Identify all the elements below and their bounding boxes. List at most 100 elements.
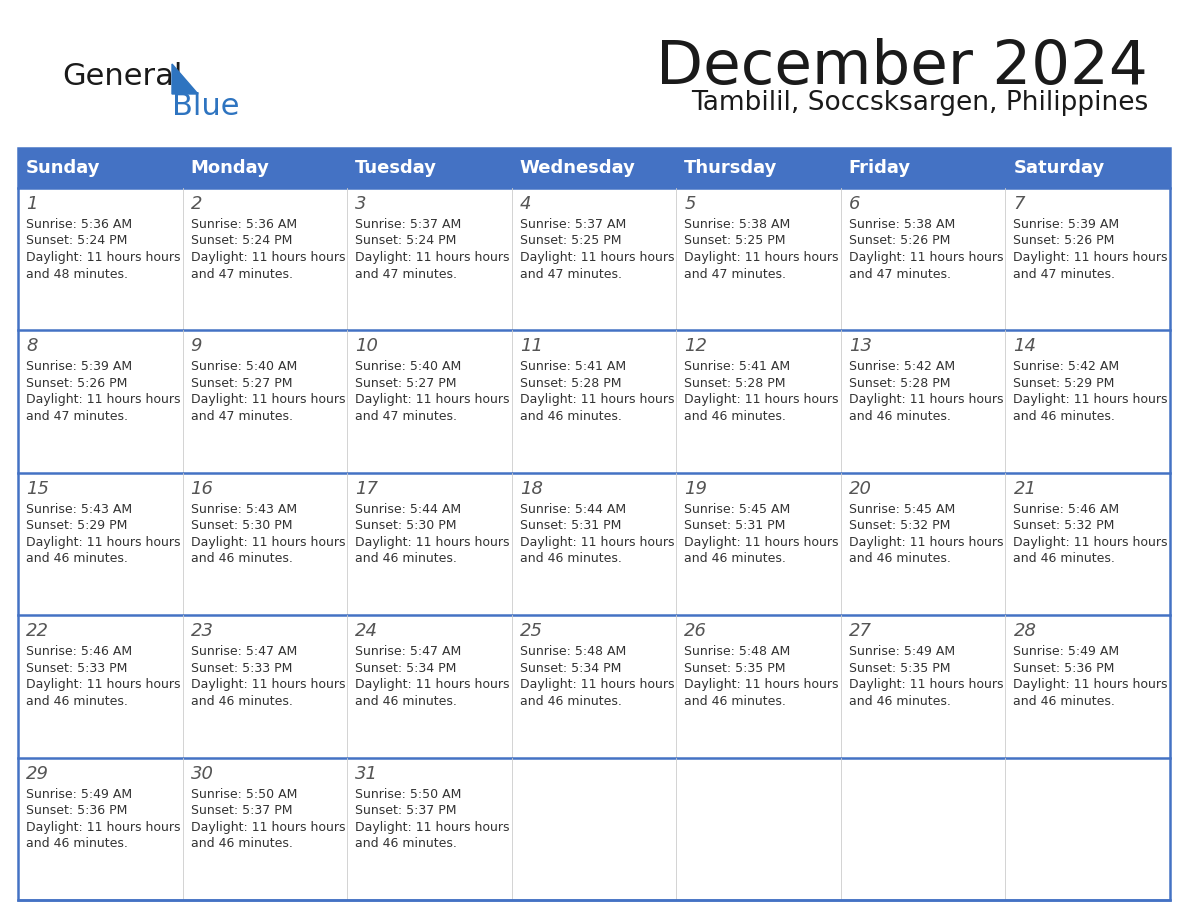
- Text: Sunrise: 5:50 AM: Sunrise: 5:50 AM: [355, 788, 461, 800]
- Text: and 47 minutes.: and 47 minutes.: [190, 410, 292, 423]
- Text: Sunrise: 5:36 AM: Sunrise: 5:36 AM: [26, 218, 132, 231]
- Text: and 46 minutes.: and 46 minutes.: [849, 410, 950, 423]
- Text: Sunset: 5:24 PM: Sunset: 5:24 PM: [26, 234, 127, 248]
- Text: Daylight: 11 hours hours: Daylight: 11 hours hours: [355, 251, 510, 264]
- Text: 8: 8: [26, 338, 38, 355]
- Text: Sunrise: 5:47 AM: Sunrise: 5:47 AM: [355, 645, 461, 658]
- Text: and 47 minutes.: and 47 minutes.: [684, 267, 786, 281]
- Text: 1: 1: [26, 195, 38, 213]
- Text: Sunset: 5:24 PM: Sunset: 5:24 PM: [355, 234, 456, 248]
- Text: Sunset: 5:27 PM: Sunset: 5:27 PM: [190, 377, 292, 390]
- Text: Sunrise: 5:44 AM: Sunrise: 5:44 AM: [355, 503, 461, 516]
- Text: 6: 6: [849, 195, 860, 213]
- Text: Daylight: 11 hours hours: Daylight: 11 hours hours: [190, 536, 345, 549]
- Text: Daylight: 11 hours hours: Daylight: 11 hours hours: [684, 536, 839, 549]
- Text: and 46 minutes.: and 46 minutes.: [355, 837, 457, 850]
- Text: and 48 minutes.: and 48 minutes.: [26, 267, 128, 281]
- Text: Sunset: 5:35 PM: Sunset: 5:35 PM: [684, 662, 785, 675]
- Text: Sunrise: 5:41 AM: Sunrise: 5:41 AM: [519, 361, 626, 374]
- Text: Sunrise: 5:44 AM: Sunrise: 5:44 AM: [519, 503, 626, 516]
- Text: Sunrise: 5:36 AM: Sunrise: 5:36 AM: [190, 218, 297, 231]
- Bar: [18, 473, 1170, 615]
- Text: 7: 7: [1013, 195, 1025, 213]
- Text: Sunrise: 5:46 AM: Sunrise: 5:46 AM: [26, 645, 132, 658]
- Text: Sunrise: 5:39 AM: Sunrise: 5:39 AM: [1013, 218, 1119, 231]
- Text: Tuesday: Tuesday: [355, 159, 437, 177]
- Text: Sunset: 5:28 PM: Sunset: 5:28 PM: [519, 377, 621, 390]
- Text: Sunset: 5:31 PM: Sunset: 5:31 PM: [519, 520, 621, 532]
- Text: Sunrise: 5:45 AM: Sunrise: 5:45 AM: [684, 503, 790, 516]
- Polygon shape: [172, 64, 198, 94]
- Text: Thursday: Thursday: [684, 159, 778, 177]
- Text: 26: 26: [684, 622, 707, 640]
- Text: Daylight: 11 hours hours: Daylight: 11 hours hours: [26, 678, 181, 691]
- Text: Sunset: 5:24 PM: Sunset: 5:24 PM: [190, 234, 292, 248]
- Text: Daylight: 11 hours hours: Daylight: 11 hours hours: [355, 536, 510, 549]
- Text: and 47 minutes.: and 47 minutes.: [355, 267, 457, 281]
- Text: Sunset: 5:36 PM: Sunset: 5:36 PM: [26, 804, 127, 817]
- Text: Sunset: 5:32 PM: Sunset: 5:32 PM: [849, 520, 950, 532]
- Text: Sunrise: 5:38 AM: Sunrise: 5:38 AM: [684, 218, 790, 231]
- Text: and 46 minutes.: and 46 minutes.: [190, 553, 292, 565]
- Text: Sunset: 5:25 PM: Sunset: 5:25 PM: [519, 234, 621, 248]
- Text: Sunset: 5:30 PM: Sunset: 5:30 PM: [355, 520, 456, 532]
- Text: General: General: [62, 62, 183, 91]
- Text: December 2024: December 2024: [656, 38, 1148, 97]
- Text: Sunset: 5:29 PM: Sunset: 5:29 PM: [26, 520, 127, 532]
- Text: and 46 minutes.: and 46 minutes.: [26, 837, 128, 850]
- Text: Daylight: 11 hours hours: Daylight: 11 hours hours: [26, 251, 181, 264]
- Text: Sunrise: 5:42 AM: Sunrise: 5:42 AM: [1013, 361, 1119, 374]
- Text: 2: 2: [190, 195, 202, 213]
- Text: Sunrise: 5:40 AM: Sunrise: 5:40 AM: [355, 361, 461, 374]
- Text: and 46 minutes.: and 46 minutes.: [190, 837, 292, 850]
- Text: 25: 25: [519, 622, 543, 640]
- Text: and 46 minutes.: and 46 minutes.: [519, 410, 621, 423]
- Bar: [18, 148, 1170, 900]
- Text: and 46 minutes.: and 46 minutes.: [190, 695, 292, 708]
- Text: Sunset: 5:26 PM: Sunset: 5:26 PM: [1013, 234, 1114, 248]
- Text: Sunset: 5:34 PM: Sunset: 5:34 PM: [355, 662, 456, 675]
- Text: 22: 22: [26, 622, 49, 640]
- Text: and 46 minutes.: and 46 minutes.: [355, 553, 457, 565]
- Text: and 46 minutes.: and 46 minutes.: [1013, 553, 1116, 565]
- Text: 23: 23: [190, 622, 214, 640]
- Text: Daylight: 11 hours hours: Daylight: 11 hours hours: [26, 821, 181, 834]
- Text: and 46 minutes.: and 46 minutes.: [519, 695, 621, 708]
- Text: Sunrise: 5:49 AM: Sunrise: 5:49 AM: [1013, 645, 1119, 658]
- Text: Monday: Monday: [190, 159, 270, 177]
- Text: 31: 31: [355, 765, 378, 783]
- Text: 16: 16: [190, 480, 214, 498]
- Text: Sunrise: 5:37 AM: Sunrise: 5:37 AM: [519, 218, 626, 231]
- Text: Daylight: 11 hours hours: Daylight: 11 hours hours: [519, 536, 675, 549]
- Text: 3: 3: [355, 195, 367, 213]
- Text: 24: 24: [355, 622, 378, 640]
- Text: Sunrise: 5:49 AM: Sunrise: 5:49 AM: [26, 788, 132, 800]
- Text: Sunset: 5:28 PM: Sunset: 5:28 PM: [849, 377, 950, 390]
- Text: 20: 20: [849, 480, 872, 498]
- Text: Sunset: 5:30 PM: Sunset: 5:30 PM: [190, 520, 292, 532]
- Text: Sunset: 5:35 PM: Sunset: 5:35 PM: [849, 662, 950, 675]
- Text: 11: 11: [519, 338, 543, 355]
- Text: Sunrise: 5:39 AM: Sunrise: 5:39 AM: [26, 361, 132, 374]
- Text: Daylight: 11 hours hours: Daylight: 11 hours hours: [849, 678, 1004, 691]
- Text: Daylight: 11 hours hours: Daylight: 11 hours hours: [849, 394, 1004, 407]
- Text: Sunset: 5:37 PM: Sunset: 5:37 PM: [355, 804, 456, 817]
- Text: Sunset: 5:32 PM: Sunset: 5:32 PM: [1013, 520, 1114, 532]
- Text: Sunrise: 5:41 AM: Sunrise: 5:41 AM: [684, 361, 790, 374]
- Text: Sunset: 5:34 PM: Sunset: 5:34 PM: [519, 662, 621, 675]
- Text: Daylight: 11 hours hours: Daylight: 11 hours hours: [684, 678, 839, 691]
- Text: Sunset: 5:33 PM: Sunset: 5:33 PM: [190, 662, 292, 675]
- Text: 27: 27: [849, 622, 872, 640]
- Text: 10: 10: [355, 338, 378, 355]
- Text: Sunset: 5:31 PM: Sunset: 5:31 PM: [684, 520, 785, 532]
- Text: Sunrise: 5:43 AM: Sunrise: 5:43 AM: [190, 503, 297, 516]
- Text: Saturday: Saturday: [1013, 159, 1105, 177]
- Text: and 47 minutes.: and 47 minutes.: [355, 410, 457, 423]
- Text: Sunset: 5:28 PM: Sunset: 5:28 PM: [684, 377, 785, 390]
- Text: Sunset: 5:26 PM: Sunset: 5:26 PM: [849, 234, 950, 248]
- Text: 5: 5: [684, 195, 696, 213]
- Text: 21: 21: [1013, 480, 1036, 498]
- Text: 18: 18: [519, 480, 543, 498]
- Text: and 46 minutes.: and 46 minutes.: [849, 553, 950, 565]
- Text: and 46 minutes.: and 46 minutes.: [355, 695, 457, 708]
